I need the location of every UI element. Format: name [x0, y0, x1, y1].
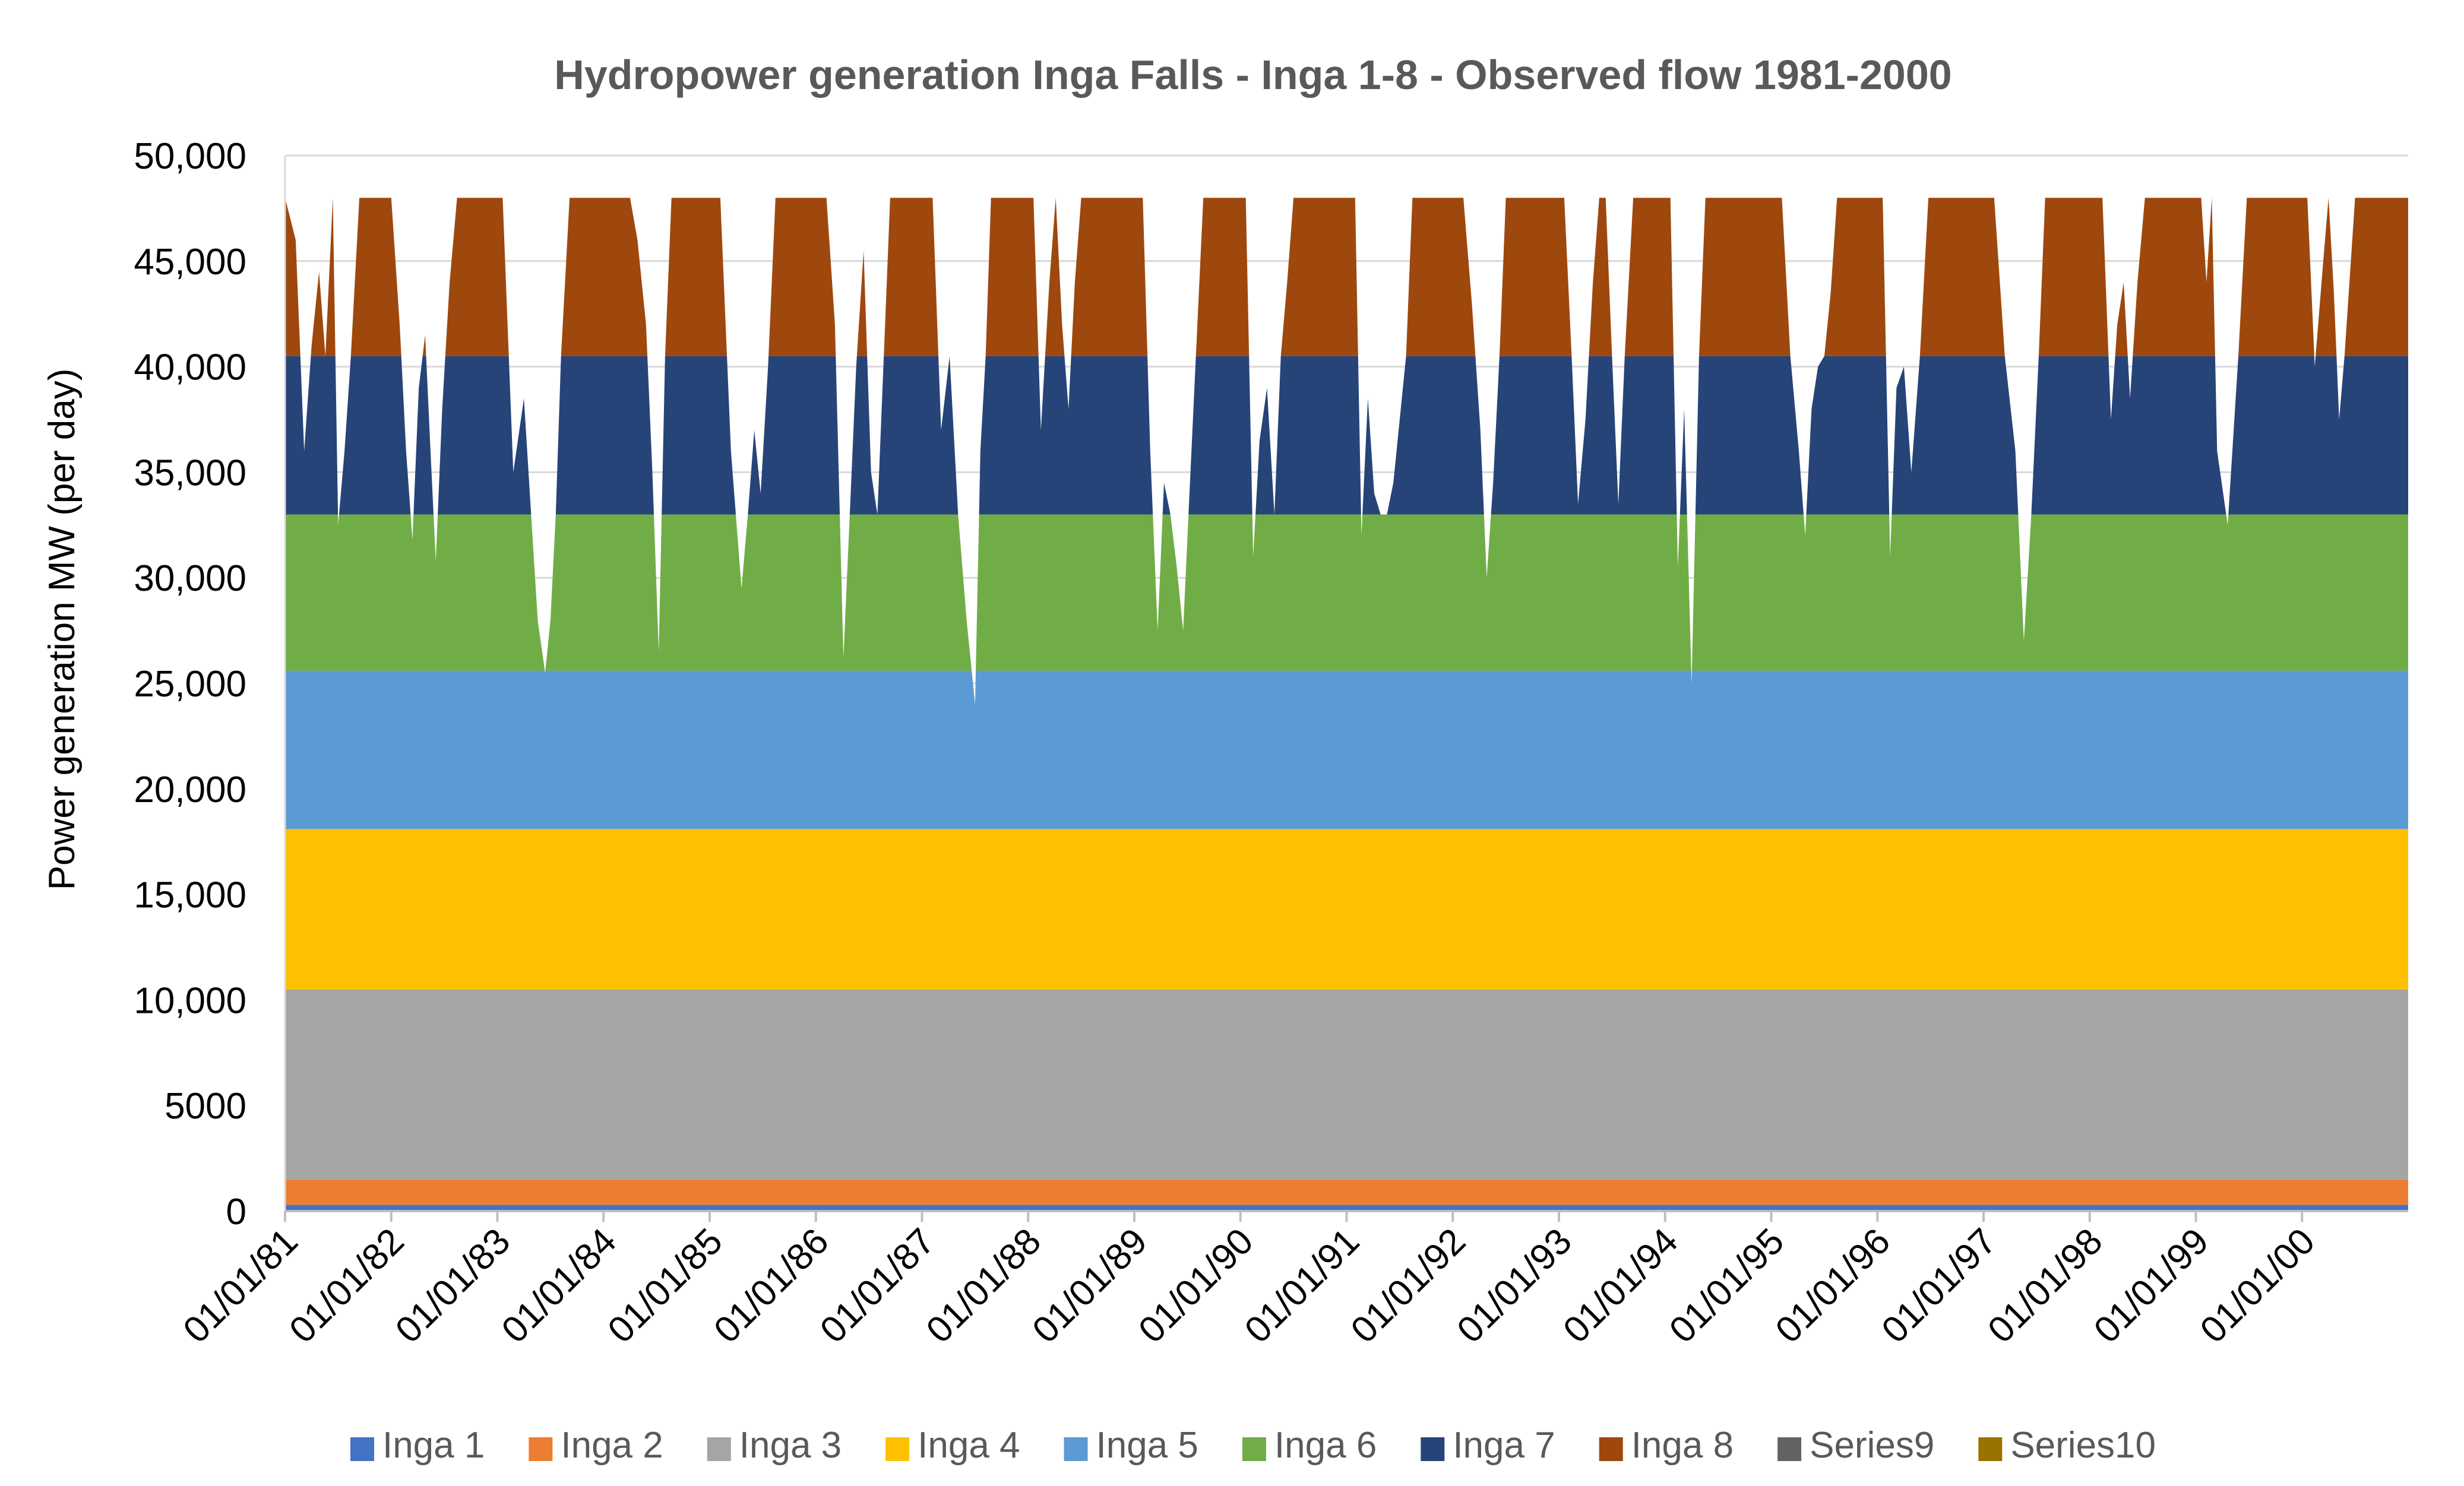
legend-label-2: Inga 3 [739, 1425, 842, 1466]
legend-item-series10: Series10 [1978, 1425, 2156, 1466]
legend-swatch-9 [1978, 1437, 2003, 1461]
legend: Inga 1 Inga 2 Inga 3 Inga 4 Inga 5 Inga 6 Inga… [350, 1425, 2156, 1466]
y-tick-label-9: 45,000 [134, 242, 246, 283]
stacked-areas [285, 198, 2408, 1211]
x-tick-label-18: 01/01/99 [2086, 1221, 2216, 1351]
y-axis-title: Power generation MW (per day) [42, 369, 83, 891]
x-tick-label-4: 01/01/85 [600, 1221, 730, 1351]
x-tick-label-2: 01/01/83 [388, 1221, 518, 1351]
legend-swatch-2 [707, 1437, 731, 1461]
area-inga-5 [285, 670, 2408, 829]
x-axis-ticks: 01/01/8101/01/8201/01/8301/01/8401/01/85… [175, 1211, 2323, 1351]
legend-swatch-7 [1599, 1437, 1623, 1461]
legend-label-4: Inga 5 [1096, 1425, 1198, 1466]
area-inga-3 [285, 989, 2408, 1180]
y-tick-label-6: 30,000 [134, 558, 246, 599]
y-tick-label-10: 50,000 [134, 136, 246, 177]
legend-swatch-6 [1421, 1437, 1445, 1461]
x-tick-label-0: 01/01/81 [175, 1221, 305, 1351]
area-inga-4 [285, 829, 2408, 990]
area-inga-6 [285, 514, 2408, 671]
legend-swatch-5 [1242, 1437, 1266, 1461]
legend-label-3: Inga 4 [918, 1425, 1020, 1466]
y-tick-label-0: 0 [226, 1192, 246, 1232]
legend-item-inga-2: Inga 2 [529, 1425, 663, 1466]
x-tick-label-14: 01/01/95 [1662, 1221, 1792, 1351]
x-tick-label-19: 01/01/00 [2193, 1221, 2323, 1351]
x-tick-label-9: 01/01/90 [1131, 1221, 1261, 1351]
x-tick-label-6: 01/01/87 [812, 1221, 942, 1351]
x-tick-label-7: 01/01/88 [919, 1221, 1049, 1351]
legend-label-0: Inga 1 [382, 1425, 485, 1466]
legend-swatch-8 [1777, 1437, 1802, 1461]
legend-item-inga-4: Inga 4 [885, 1425, 1020, 1466]
area-inga-1 [285, 1205, 2408, 1211]
area-inga-8 [285, 198, 2408, 356]
chart-title: Hydropower generation Inga Falls - Inga … [554, 52, 1951, 98]
y-tick-label-1: 5000 [165, 1086, 246, 1127]
y-tick-label-4: 20,000 [134, 769, 246, 810]
legend-swatch-0 [350, 1437, 374, 1461]
x-tick-label-12: 01/01/93 [1449, 1221, 1579, 1351]
legend-item-inga-6: Inga 6 [1242, 1425, 1377, 1466]
legend-item-inga-7: Inga 7 [1421, 1425, 1555, 1466]
x-tick-label-3: 01/01/84 [494, 1221, 624, 1351]
y-tick-label-8: 40,000 [134, 347, 246, 388]
legend-label-1: Inga 2 [561, 1425, 663, 1466]
x-tick-label-5: 01/01/86 [706, 1221, 836, 1351]
legend-item-inga-5: Inga 5 [1064, 1425, 1198, 1466]
legend-item-inga-1: Inga 1 [350, 1425, 485, 1466]
area-inga-2 [285, 1179, 2408, 1205]
legend-label-6: Inga 7 [1453, 1425, 1555, 1466]
legend-label-8: Series9 [1810, 1425, 1934, 1466]
area-inga-7 [285, 356, 2408, 515]
legend-swatch-1 [529, 1437, 553, 1461]
x-tick-label-15: 01/01/96 [1768, 1221, 1898, 1351]
legend-item-series9: Series9 [1777, 1425, 1934, 1466]
x-tick-label-10: 01/01/91 [1237, 1221, 1367, 1351]
legend-label-7: Inga 8 [1631, 1425, 1734, 1466]
legend-item-inga-8: Inga 8 [1599, 1425, 1734, 1466]
y-tick-label-2: 10,000 [134, 980, 246, 1021]
legend-swatch-3 [885, 1437, 910, 1461]
x-tick-label-8: 01/01/89 [1024, 1221, 1154, 1351]
legend-label-9: Series10 [2010, 1425, 2156, 1466]
y-axis-ticks: 0 5000 10,000 15,000 20,000 25,000 30,000 35,00… [134, 136, 246, 1232]
y-tick-label-3: 15,000 [134, 875, 246, 916]
y-tick-label-7: 35,000 [134, 452, 246, 493]
y-tick-label-5: 25,000 [134, 664, 246, 705]
legend-swatch-4 [1064, 1437, 1088, 1461]
legend-item-inga-3: Inga 3 [707, 1425, 842, 1466]
legend-label-5: Inga 6 [1274, 1425, 1377, 1466]
x-tick-label-13: 01/01/94 [1555, 1221, 1685, 1351]
x-tick-label-1: 01/01/82 [281, 1221, 412, 1351]
x-tick-label-17: 01/01/98 [1980, 1221, 2110, 1351]
x-tick-label-16: 01/01/97 [1874, 1221, 2004, 1351]
x-tick-label-11: 01/01/92 [1343, 1221, 1473, 1351]
